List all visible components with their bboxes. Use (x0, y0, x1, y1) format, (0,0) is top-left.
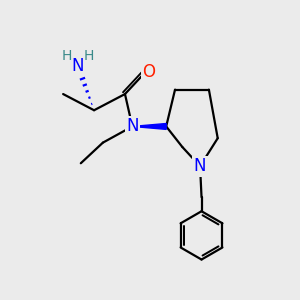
Text: H: H (84, 49, 94, 63)
Text: O: O (142, 63, 155, 81)
Text: N: N (194, 157, 206, 175)
Text: H: H (61, 49, 72, 63)
Polygon shape (132, 124, 166, 129)
Text: N: N (72, 57, 84, 75)
Text: N: N (126, 117, 139, 135)
